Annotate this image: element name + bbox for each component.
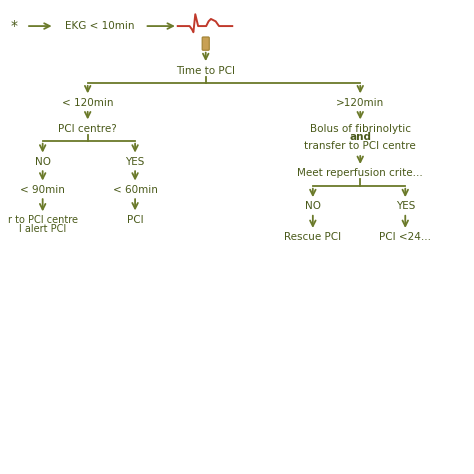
Text: YES: YES [126,156,145,167]
Text: Rescue PCI: Rescue PCI [284,232,341,242]
Text: transfer to PCI centre: transfer to PCI centre [304,141,416,151]
Text: l alert PCI: l alert PCI [19,224,66,235]
Text: Bolus of fibrinolytic: Bolus of fibrinolytic [310,124,411,134]
Text: Meet reperfusion crite...: Meet reperfusion crite... [297,168,423,178]
Text: < 60min: < 60min [113,184,157,195]
FancyBboxPatch shape [202,37,210,50]
Text: YES: YES [396,201,415,211]
Text: PCI: PCI [127,215,144,226]
Text: NO: NO [305,201,321,211]
Text: r to PCI centre: r to PCI centre [8,215,78,226]
Text: < 90min: < 90min [20,184,65,195]
Text: < 120min: < 120min [62,98,113,108]
Text: PCI <24...: PCI <24... [379,232,431,242]
Text: and: and [349,132,371,143]
Text: >120min: >120min [336,98,384,108]
Text: PCI centre?: PCI centre? [58,124,117,134]
Text: Time to PCI: Time to PCI [176,66,235,76]
Text: NO: NO [35,156,51,167]
Text: *: * [11,19,18,33]
Text: EKG < 10min: EKG < 10min [65,21,134,31]
